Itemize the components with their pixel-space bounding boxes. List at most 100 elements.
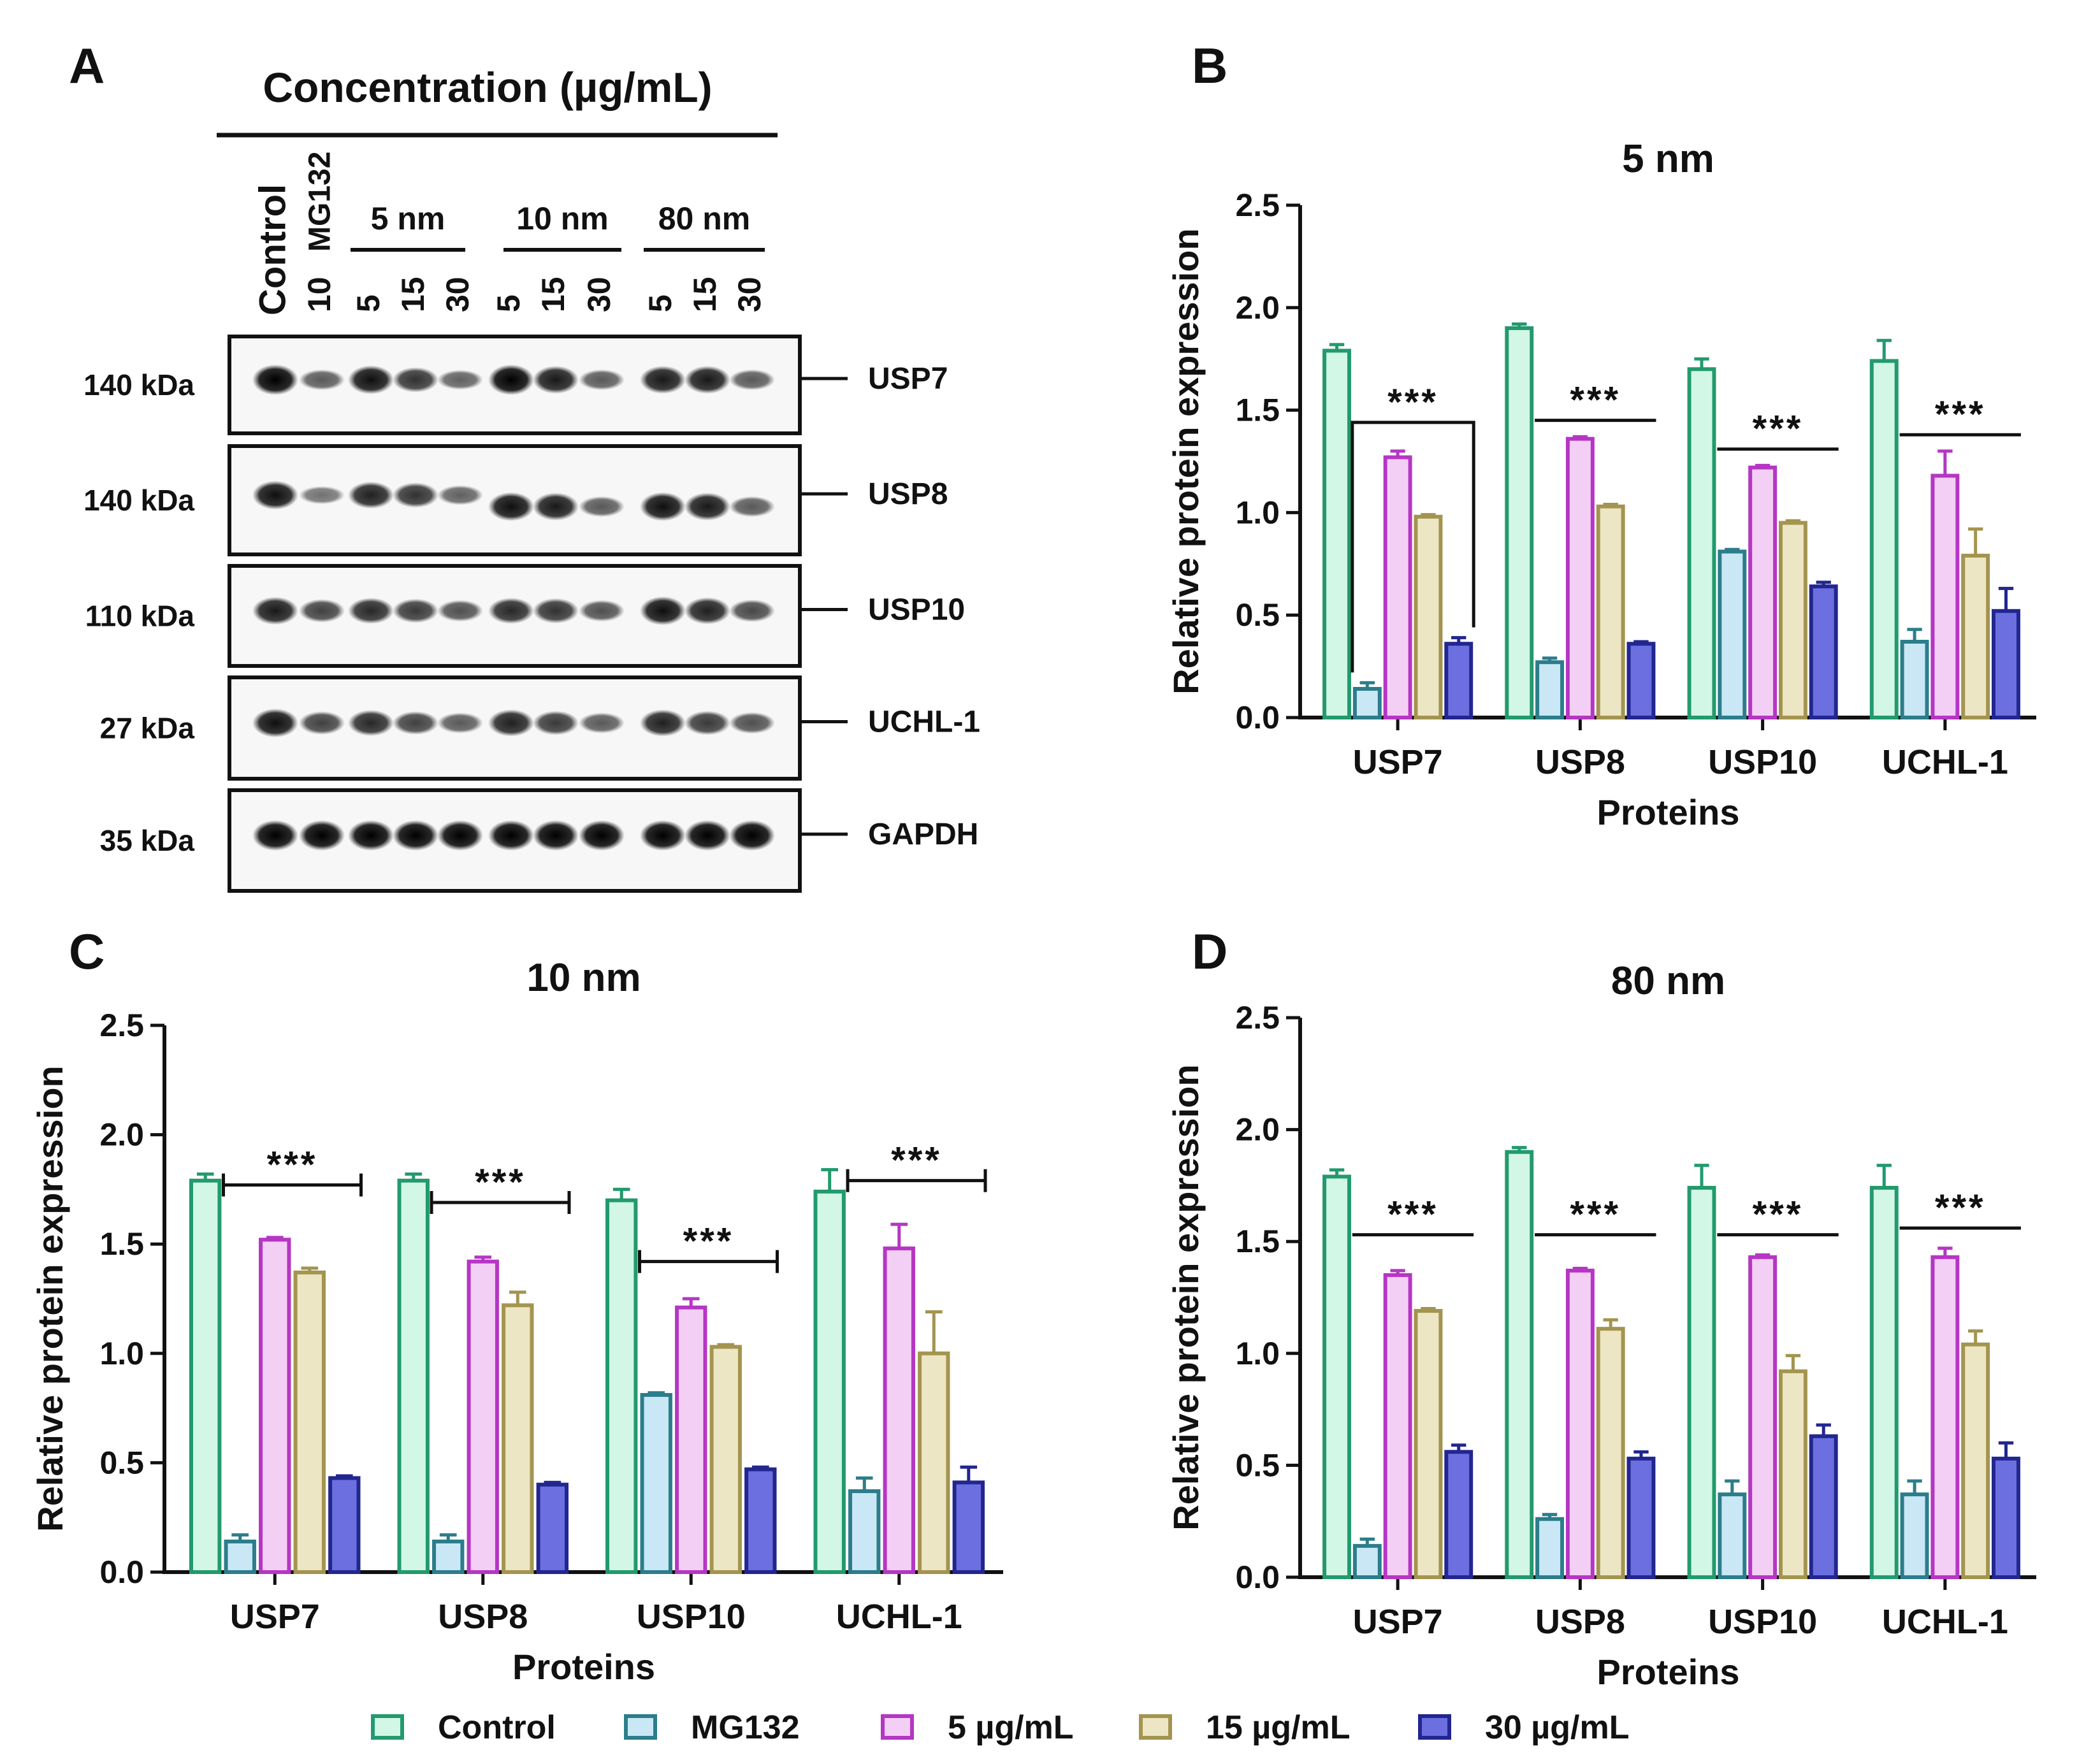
blot-band [348,820,394,851]
blot-band [640,709,686,737]
panel-b-chart: B 5 nm 0.0 0.5 1.0 1.5 2.0 2.5 Relative protein… [1166,38,2036,832]
legend-swatch [624,1714,657,1740]
blot-band [579,820,625,851]
significance-label: *** [1570,380,1621,421]
bar [1809,1434,1838,1579]
y-axis-label: Relative protein expression [1166,1064,1206,1530]
y-axis-label: Relative protein expression [30,1065,70,1531]
significance-label: *** [891,1140,942,1181]
panel-letter-d: D [1192,923,1227,979]
group-labels: 5 nm 10 nm 80 nm [351,201,765,252]
bar [397,1178,430,1574]
blot-band [393,367,438,393]
blot-band [533,598,579,624]
legend-label: Control [438,1709,556,1746]
bar [259,1238,291,1575]
bar [1505,326,1534,719]
blot-band [640,596,686,626]
bar [536,1482,569,1574]
bar [1961,553,1990,719]
chart-title: 80 nm [1611,959,1725,1003]
x-category-label: USP7 [1353,743,1443,781]
lane-labels: Control 10 5 15 30 5 15 30 5 15 30 MG132 [252,152,767,315]
blot-band [729,496,775,517]
bar [675,1305,707,1575]
blot-band [729,599,775,623]
blot-protein-label: USP10 [868,593,965,627]
blot-band [393,482,438,508]
significance-label: *** [1935,394,1986,435]
blot-band [579,600,625,622]
bar [224,1539,256,1574]
bar [1869,359,1899,719]
group-label: 5 nm [371,201,445,236]
legend-swatch [881,1714,914,1740]
blot-band [488,365,534,395]
bar [1505,1150,1534,1579]
x-category-label: USP8 [438,1598,528,1636]
bar [1718,549,1747,720]
lane-label: 15 [535,277,571,312]
x-category-label: USP8 [1535,743,1625,781]
legend-swatch [371,1714,404,1740]
blot-protein-label: USP8 [868,477,948,511]
lane-label: 15 [687,277,723,312]
bar [1565,1268,1595,1579]
y-tick-label: 1.0 [1235,495,1280,530]
panel-c-chart: C 10 nm 0.0 0.5 1.0 1.5 2.0 2.5 Relative protei… [30,923,1003,1687]
y-axis-label: Relative protein expression [1166,228,1206,694]
x-category-label: UCHL-1 [836,1598,962,1636]
panel-letter-b: B [1192,38,1227,94]
legend-label: 30 µg/mL [1485,1709,1629,1746]
blot-band [252,480,298,510]
blot-band [684,366,730,394]
blot-band [299,486,345,505]
blots: 140 kDa USP7 140 kDa USP8 110 kDa USP10 27 kDa… [83,335,980,893]
bar [1626,1456,1656,1580]
bar [1748,1255,1778,1580]
blot-band [348,710,394,736]
blot-band [684,597,730,625]
bar [328,1476,361,1575]
blot-band [393,598,438,623]
bar [1778,1369,1807,1579]
bar [1900,1492,1929,1579]
bar [1444,1450,1474,1579]
bar [467,1259,499,1574]
blot-band [640,820,686,851]
x-category-label: UCHL-1 [1882,1603,2008,1641]
blot-band [393,820,438,851]
blot-band [488,820,534,851]
lane-label: 5 [491,294,526,312]
blot-band [533,366,579,394]
lane-label: 5 [642,294,678,312]
significance-label: *** [267,1145,318,1186]
x-axis-label: Proteins [1597,792,1739,832]
y-tick-label: 2.0 [1235,1112,1280,1148]
significance-label: *** [1570,1194,1621,1236]
blot-band [684,493,730,521]
bar [189,1178,222,1574]
bar [432,1539,465,1574]
legend-label: 5 µg/mL [948,1709,1074,1746]
kda-label: 110 kDa [85,600,195,633]
blot-band [299,599,345,623]
bar [1687,367,1716,719]
bar [293,1270,326,1575]
blot-protein-label: UCHL-1 [868,705,980,739]
legend: Control MG132 5 µg/mL 15 µg/mL 30 µg/mL [371,1709,1629,1746]
significance-label: *** [1387,382,1438,423]
bar [813,1189,846,1575]
panel-d-chart: D 80 nm 0.0 0.5 1.0 1.5 2.0 2.5 Relative protei… [1166,923,2036,1692]
y-tick-label: 1.5 [1235,1224,1280,1259]
bar [744,1467,777,1575]
legend-item: 30 µg/mL [1418,1709,1629,1746]
bar [1961,1342,1990,1579]
x-axis-label: Proteins [512,1647,655,1687]
bar [640,1393,672,1575]
bar [1322,349,1351,719]
bar [1809,584,1838,720]
blot-band [393,711,438,735]
bar [918,1351,950,1575]
blot-band [640,492,686,521]
